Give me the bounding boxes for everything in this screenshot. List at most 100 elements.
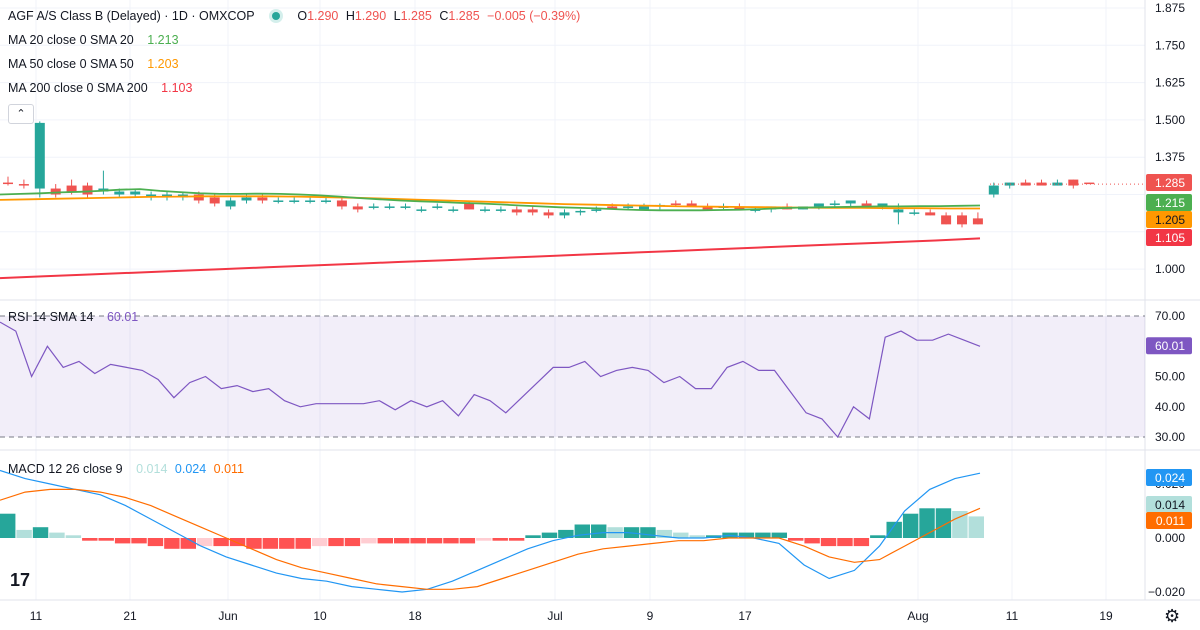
macd-hist-bar: [147, 538, 164, 547]
macd-hist-bar: [394, 538, 410, 544]
time-tick-label: 17: [738, 609, 752, 623]
rsi-band: [0, 316, 1145, 437]
macd-signal-line: [0, 488, 981, 590]
collapse-legend-button[interactable]: ⌃: [8, 104, 34, 124]
ma20-label: MA 20 close 0 SMA 20: [8, 33, 134, 47]
candle-body: [1068, 179, 1079, 186]
candle-body: [464, 203, 475, 210]
candle-body: [893, 209, 904, 213]
candle-body: [591, 209, 602, 211]
o-value: 1.290: [307, 9, 339, 23]
price-badge-label: 1.105: [1155, 231, 1185, 245]
candle-body: [480, 209, 490, 211]
macd-legend[interactable]: MACD 12 26 close 9 0.014 0.024 0.011: [8, 462, 248, 476]
price-tick-label: 1.000: [1155, 262, 1185, 276]
candle-body: [225, 200, 236, 207]
macd-hist-bar: [591, 524, 607, 538]
macd-hist-bar: [492, 538, 508, 541]
macd-hist-bar: [820, 538, 837, 547]
macd-hist-bar: [328, 538, 344, 547]
ma20-legend[interactable]: MA 20 close 0 SMA 20 1.213: [8, 33, 183, 47]
candle-body: [575, 210, 586, 213]
macd-hist-bar: [935, 508, 952, 538]
macd-badge-label: 0.011: [1156, 514, 1185, 528]
candle-body: [972, 218, 983, 225]
macd-hist-bar: [114, 538, 131, 544]
ma200-label: MA 200 close 0 SMA 200: [8, 81, 148, 95]
rsi-pane: [0, 315, 1145, 439]
macd-hist-bar: [508, 538, 525, 541]
candle-body: [511, 209, 522, 213]
macd-hist-bar: [180, 538, 196, 549]
macd-hist-bar: [919, 508, 935, 538]
macd-hist-bar: [377, 538, 393, 544]
tradingview-logo-icon[interactable]: 17: [10, 570, 31, 590]
candle-body: [623, 206, 634, 208]
candle-body: [559, 212, 570, 216]
macd-hist-bar: [410, 538, 426, 544]
macd-hist-bar: [689, 535, 705, 538]
candle-body: [3, 182, 13, 185]
price-tick-label: 1.375: [1155, 150, 1185, 164]
candle-body: [321, 200, 331, 202]
macd-hist-bar: [525, 535, 541, 538]
candle-body: [352, 206, 363, 210]
time-tick-label: 21: [123, 609, 137, 623]
price-badge: [1146, 174, 1192, 191]
ma50-label: MA 50 close 0 SMA 50: [8, 57, 134, 71]
macd-badge: [1146, 496, 1192, 513]
candle-body: [114, 191, 125, 195]
macd-hist-bar: [0, 513, 16, 538]
candle-body: [336, 200, 347, 207]
symbol-title[interactable]: AGF A/S Class B (Delayed) · 1D · OMXCOP: [8, 9, 255, 23]
time-tick-label: 11: [30, 609, 43, 623]
rsi-tick-label: 50.00: [1155, 370, 1185, 384]
rsi-tick-label: 70.00: [1155, 309, 1185, 323]
price-badge-label: 1.285: [1155, 176, 1185, 190]
time-tick-label: 9: [647, 609, 654, 623]
time-tick-label: Jun: [218, 609, 237, 623]
rsi-value: 60.01: [106, 310, 139, 324]
time-tick-label: Jul: [547, 609, 562, 623]
ma50-legend[interactable]: MA 50 close 0 SMA 50 1.203: [8, 57, 183, 71]
macd-hist-bar: [311, 538, 328, 547]
rsi-legend[interactable]: RSI 14 SMA 14 60.01: [8, 310, 142, 324]
macd-line: [0, 469, 981, 593]
candle-body: [957, 215, 967, 225]
macd-hist-bar: [65, 535, 82, 538]
c-value: 1.285: [448, 9, 480, 23]
candle-body: [543, 212, 554, 216]
macd-hist-bar: [344, 538, 361, 547]
macd-hist-bar: [952, 511, 968, 538]
macd-label: MACD 12 26 close 9: [8, 462, 123, 476]
rsi-badge: [1146, 337, 1192, 355]
rsi-line: [0, 321, 981, 439]
macd-hist-bar: [886, 521, 902, 538]
macd-tick-label: 0.000: [1155, 531, 1185, 545]
candle-body: [241, 197, 252, 201]
l-value: 1.285: [400, 9, 432, 23]
h-label: H: [345, 9, 355, 23]
macd-hist-bar: [853, 538, 870, 547]
candle-body: [384, 206, 395, 208]
macd-hist-bar: [426, 538, 443, 544]
candle-body: [686, 203, 697, 207]
ma200-legend[interactable]: MA 200 close 0 SMA 200 1.103: [8, 81, 196, 95]
time-tick-label: 10: [313, 609, 327, 623]
candle-body: [639, 206, 649, 210]
price-tick-label: 1.875: [1155, 1, 1185, 15]
candle-body: [34, 122, 45, 189]
candle-body: [750, 209, 761, 211]
candle-body: [941, 215, 952, 225]
price-badge: [1146, 229, 1192, 246]
price-badge-label: 1.205: [1155, 213, 1185, 227]
candle-body: [1036, 182, 1047, 186]
price-badge: [1146, 194, 1192, 211]
candle-body: [432, 206, 443, 208]
candle-body: [813, 203, 824, 207]
price-badge: [1146, 211, 1192, 228]
macd-hist-bar: [32, 527, 49, 538]
settings-gear-icon[interactable]: ⚙: [1164, 606, 1181, 626]
